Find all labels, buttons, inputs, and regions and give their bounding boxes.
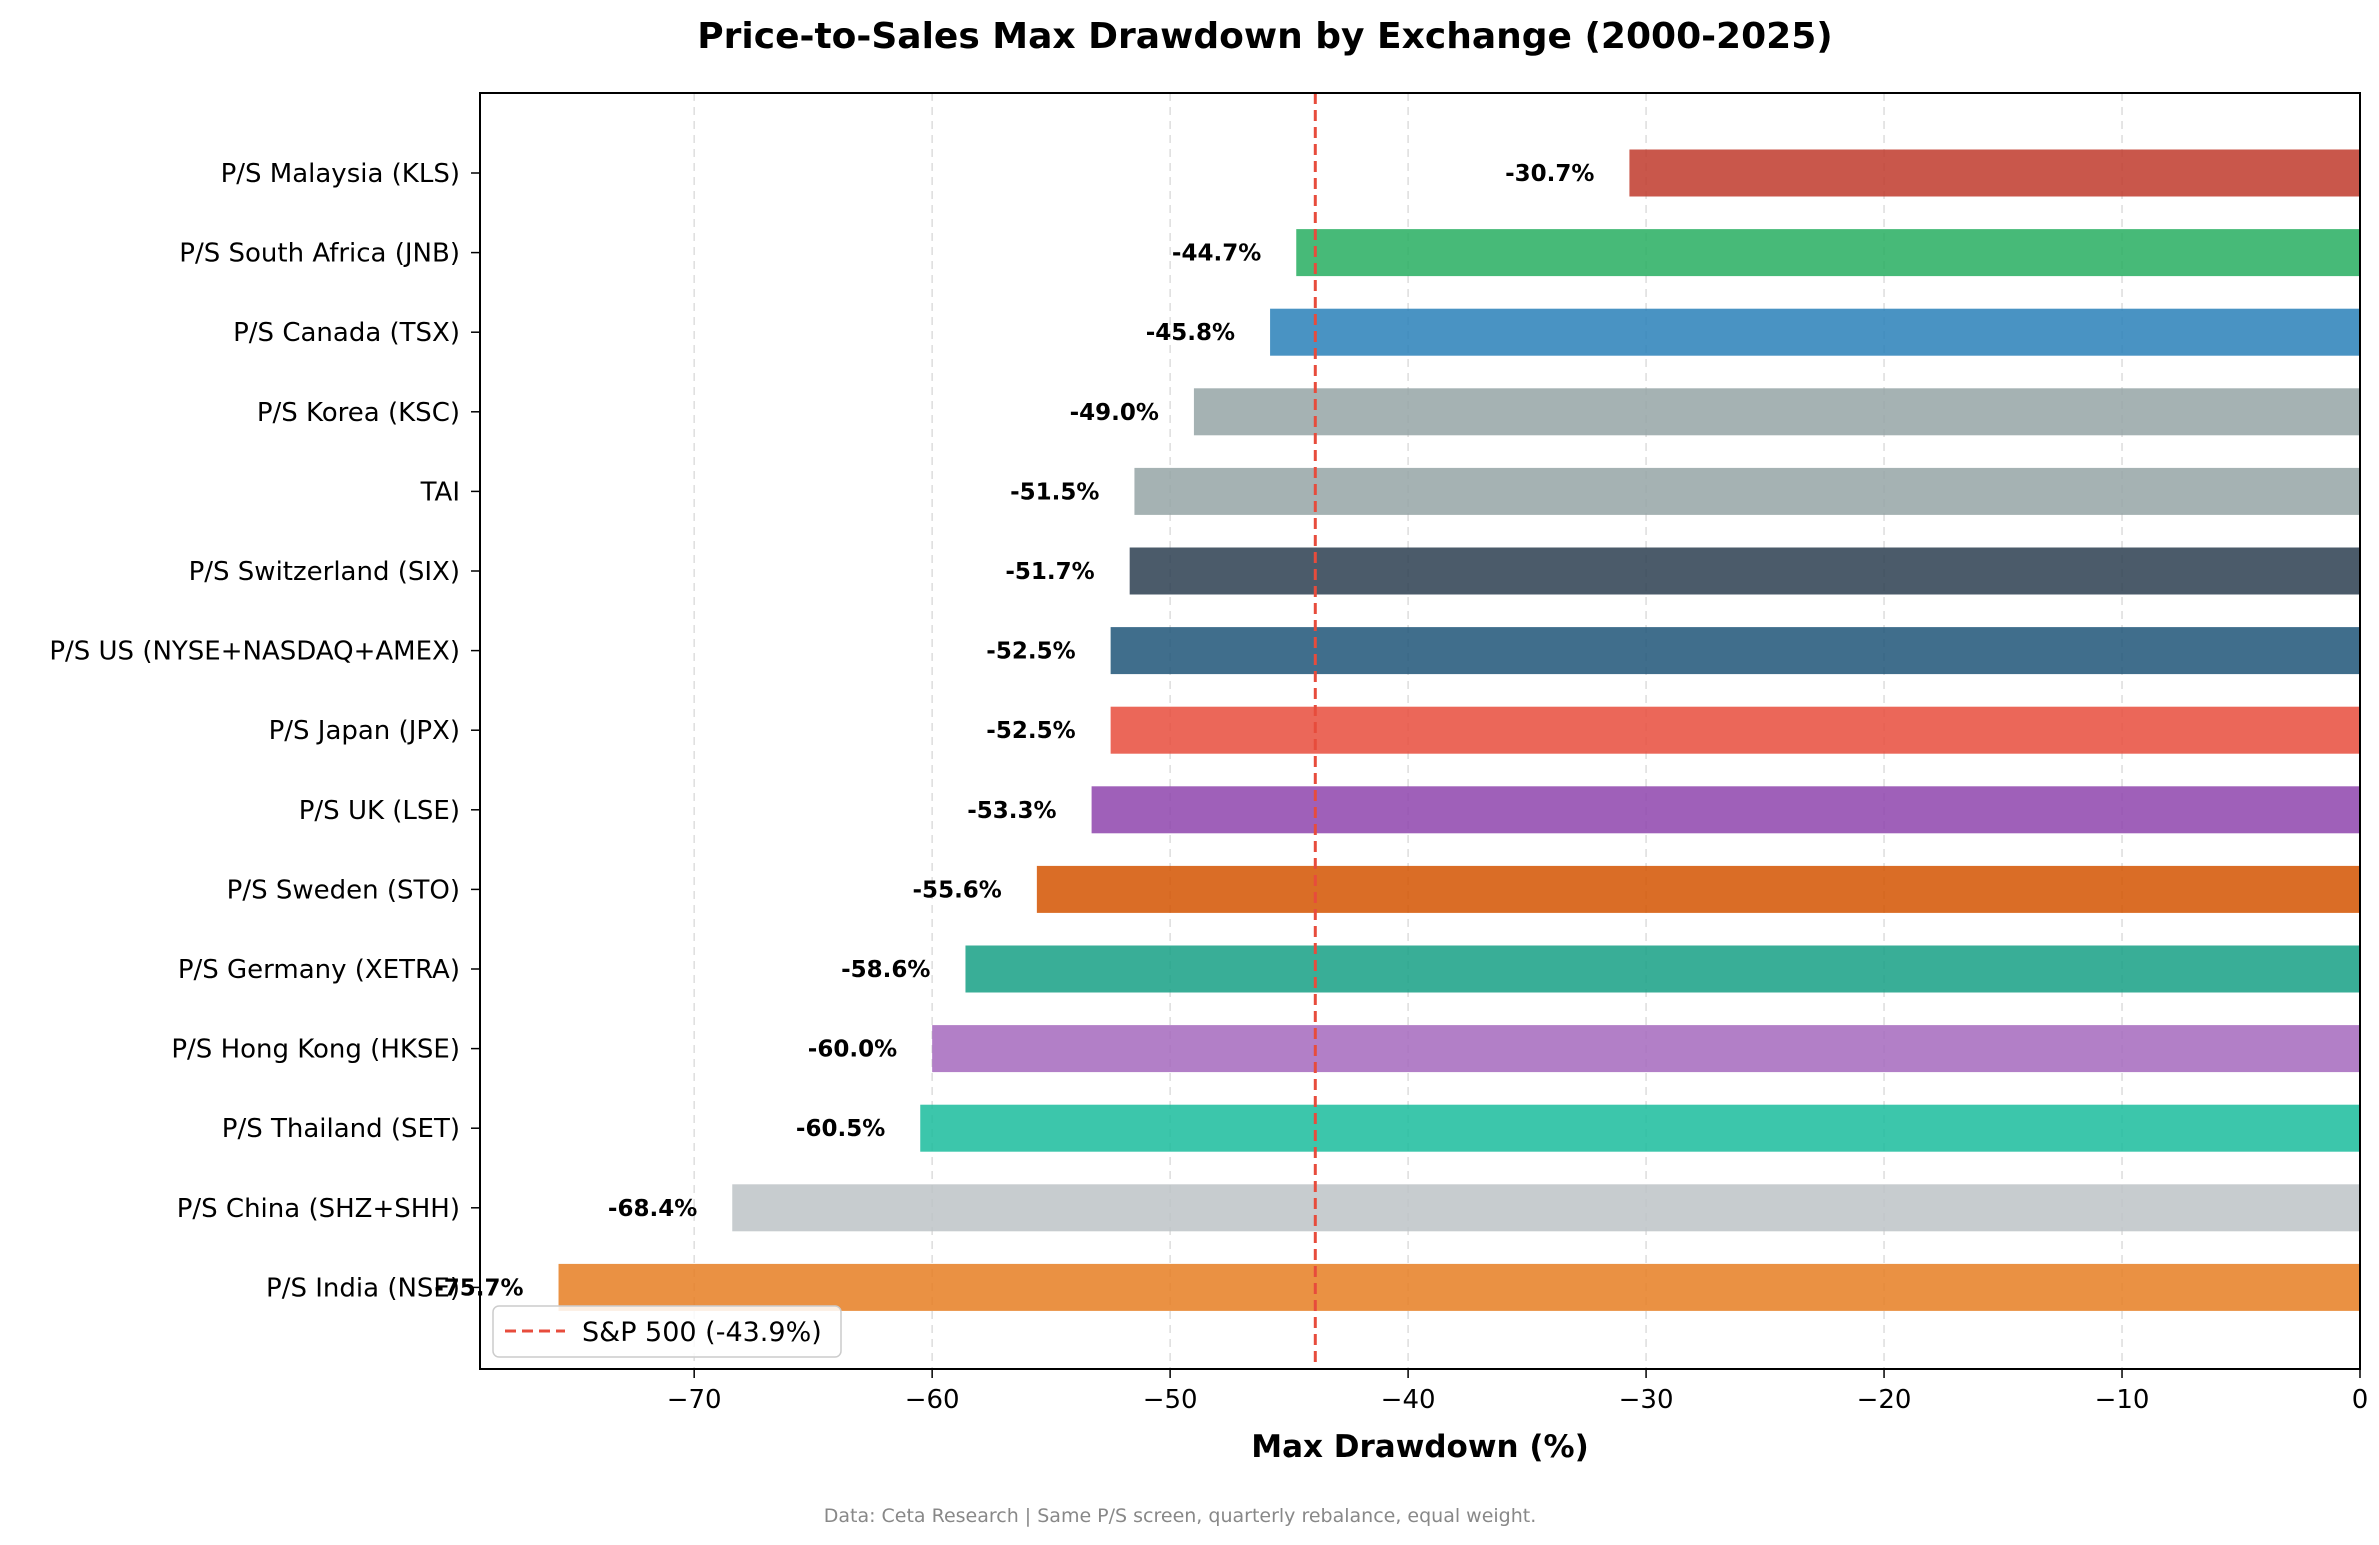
y-tick-label: P/S India (NSE): [266, 1273, 460, 1303]
y-tick-label: P/S Thailand (SET): [222, 1114, 460, 1144]
y-tick-label: P/S Switzerland (SIX): [189, 557, 460, 587]
data-label: -60.0%: [808, 1037, 897, 1063]
x-axis-label: Max Drawdown (%): [1251, 1429, 1589, 1465]
bar-p-s-sweden-sto: [1036, 865, 2360, 913]
footer-note: Data: Ceta Research | Same P/S screen, q…: [824, 1505, 1537, 1527]
data-label: -45.8%: [1146, 320, 1235, 346]
data-label: -60.5%: [796, 1116, 885, 1142]
data-label: -68.4%: [608, 1196, 697, 1222]
y-tick-label: P/S Germany (XETRA): [178, 955, 460, 985]
data-label: -51.7%: [1005, 559, 1094, 585]
bar-p-s-malaysia-kls: [1629, 149, 2360, 197]
x-tick-label: −70: [667, 1385, 722, 1415]
bar-tai: [1134, 467, 2360, 515]
bar-p-s-germany-xetra: [965, 945, 2360, 993]
y-tick-label: TAI: [420, 477, 460, 507]
x-tick-label: −60: [905, 1385, 960, 1415]
data-label: -58.6%: [841, 957, 930, 983]
bar-p-s-india-nse: [558, 1263, 2360, 1311]
bar-p-s-south-africa-jnb: [1296, 229, 2360, 277]
bar-p-s-japan-jpx: [1110, 706, 2360, 754]
legend: S&P 500 (-43.9%): [492, 1305, 842, 1358]
bar-p-s-uk-lse: [1091, 786, 2360, 834]
y-tick-label: P/S China (SHZ+SHH): [177, 1194, 460, 1224]
y-axis: P/S Malaysia (KLS) P/S South Africa (JNB)…: [49, 159, 480, 1303]
bar-p-s-china-shz-shh: [732, 1184, 2360, 1232]
y-tick-label: P/S US (NYSE+NASDAQ+AMEX): [49, 637, 460, 667]
y-tick-label: P/S Hong Kong (HKSE): [171, 1035, 460, 1065]
bars: [558, 149, 2361, 1311]
y-tick-label: P/S Sweden (STO): [227, 875, 460, 905]
y-tick-label: P/S South Africa (JNB): [179, 239, 460, 269]
bar-p-s-korea-ksc: [1193, 388, 2360, 436]
data-label: -30.7%: [1505, 161, 1594, 187]
chart-title: Price-to-Sales Max Drawdown by Exchange …: [697, 16, 1832, 57]
y-tick-label: P/S Malaysia (KLS): [221, 159, 460, 189]
data-labels: -30.7% -44.7% -45.8% -49.0% -51.5% -51.7% -52.…: [434, 161, 1594, 1301]
legend-label: S&P 500 (-43.9%): [582, 1317, 822, 1348]
x-tick-label: 0: [2352, 1385, 2369, 1415]
data-label: -55.6%: [913, 877, 1002, 903]
data-label: -52.5%: [986, 639, 1075, 665]
bar-p-s-thailand-set: [920, 1104, 2360, 1152]
data-label: -52.5%: [986, 718, 1075, 744]
x-tick-label: −40: [1381, 1385, 1436, 1415]
bar-p-s-canada-tsx: [1270, 308, 2360, 356]
plot-frame: [479, 92, 2361, 1370]
y-tick-label: P/S Korea (KSC): [257, 398, 460, 428]
x-tick-label: −50: [1143, 1385, 1198, 1415]
data-label: -51.5%: [1010, 479, 1099, 505]
data-label: -75.7%: [434, 1275, 523, 1301]
x-tick-label: −10: [2095, 1385, 2150, 1415]
data-label: -53.3%: [967, 798, 1056, 824]
x-axis: −70 −60 −50 −40 −30 −20 −10 0: [667, 1369, 2369, 1415]
x-tick-label: −30: [1619, 1385, 1674, 1415]
bar-p-s-hong-kong-hkse: [932, 1025, 2361, 1073]
bar-p-s-switzerland-six: [1129, 547, 2360, 595]
data-label: -49.0%: [1070, 400, 1159, 426]
y-tick-label: P/S UK (LSE): [299, 796, 460, 826]
y-tick-label: P/S Canada (TSX): [233, 318, 460, 348]
x-tick-label: −20: [1857, 1385, 1912, 1415]
y-tick-label: P/S Japan (JPX): [269, 716, 460, 746]
legend-box: [492, 1305, 842, 1358]
bar-p-s-us-nyse-nasdaq-amex: [1110, 627, 2360, 675]
data-label: -44.7%: [1172, 241, 1261, 267]
